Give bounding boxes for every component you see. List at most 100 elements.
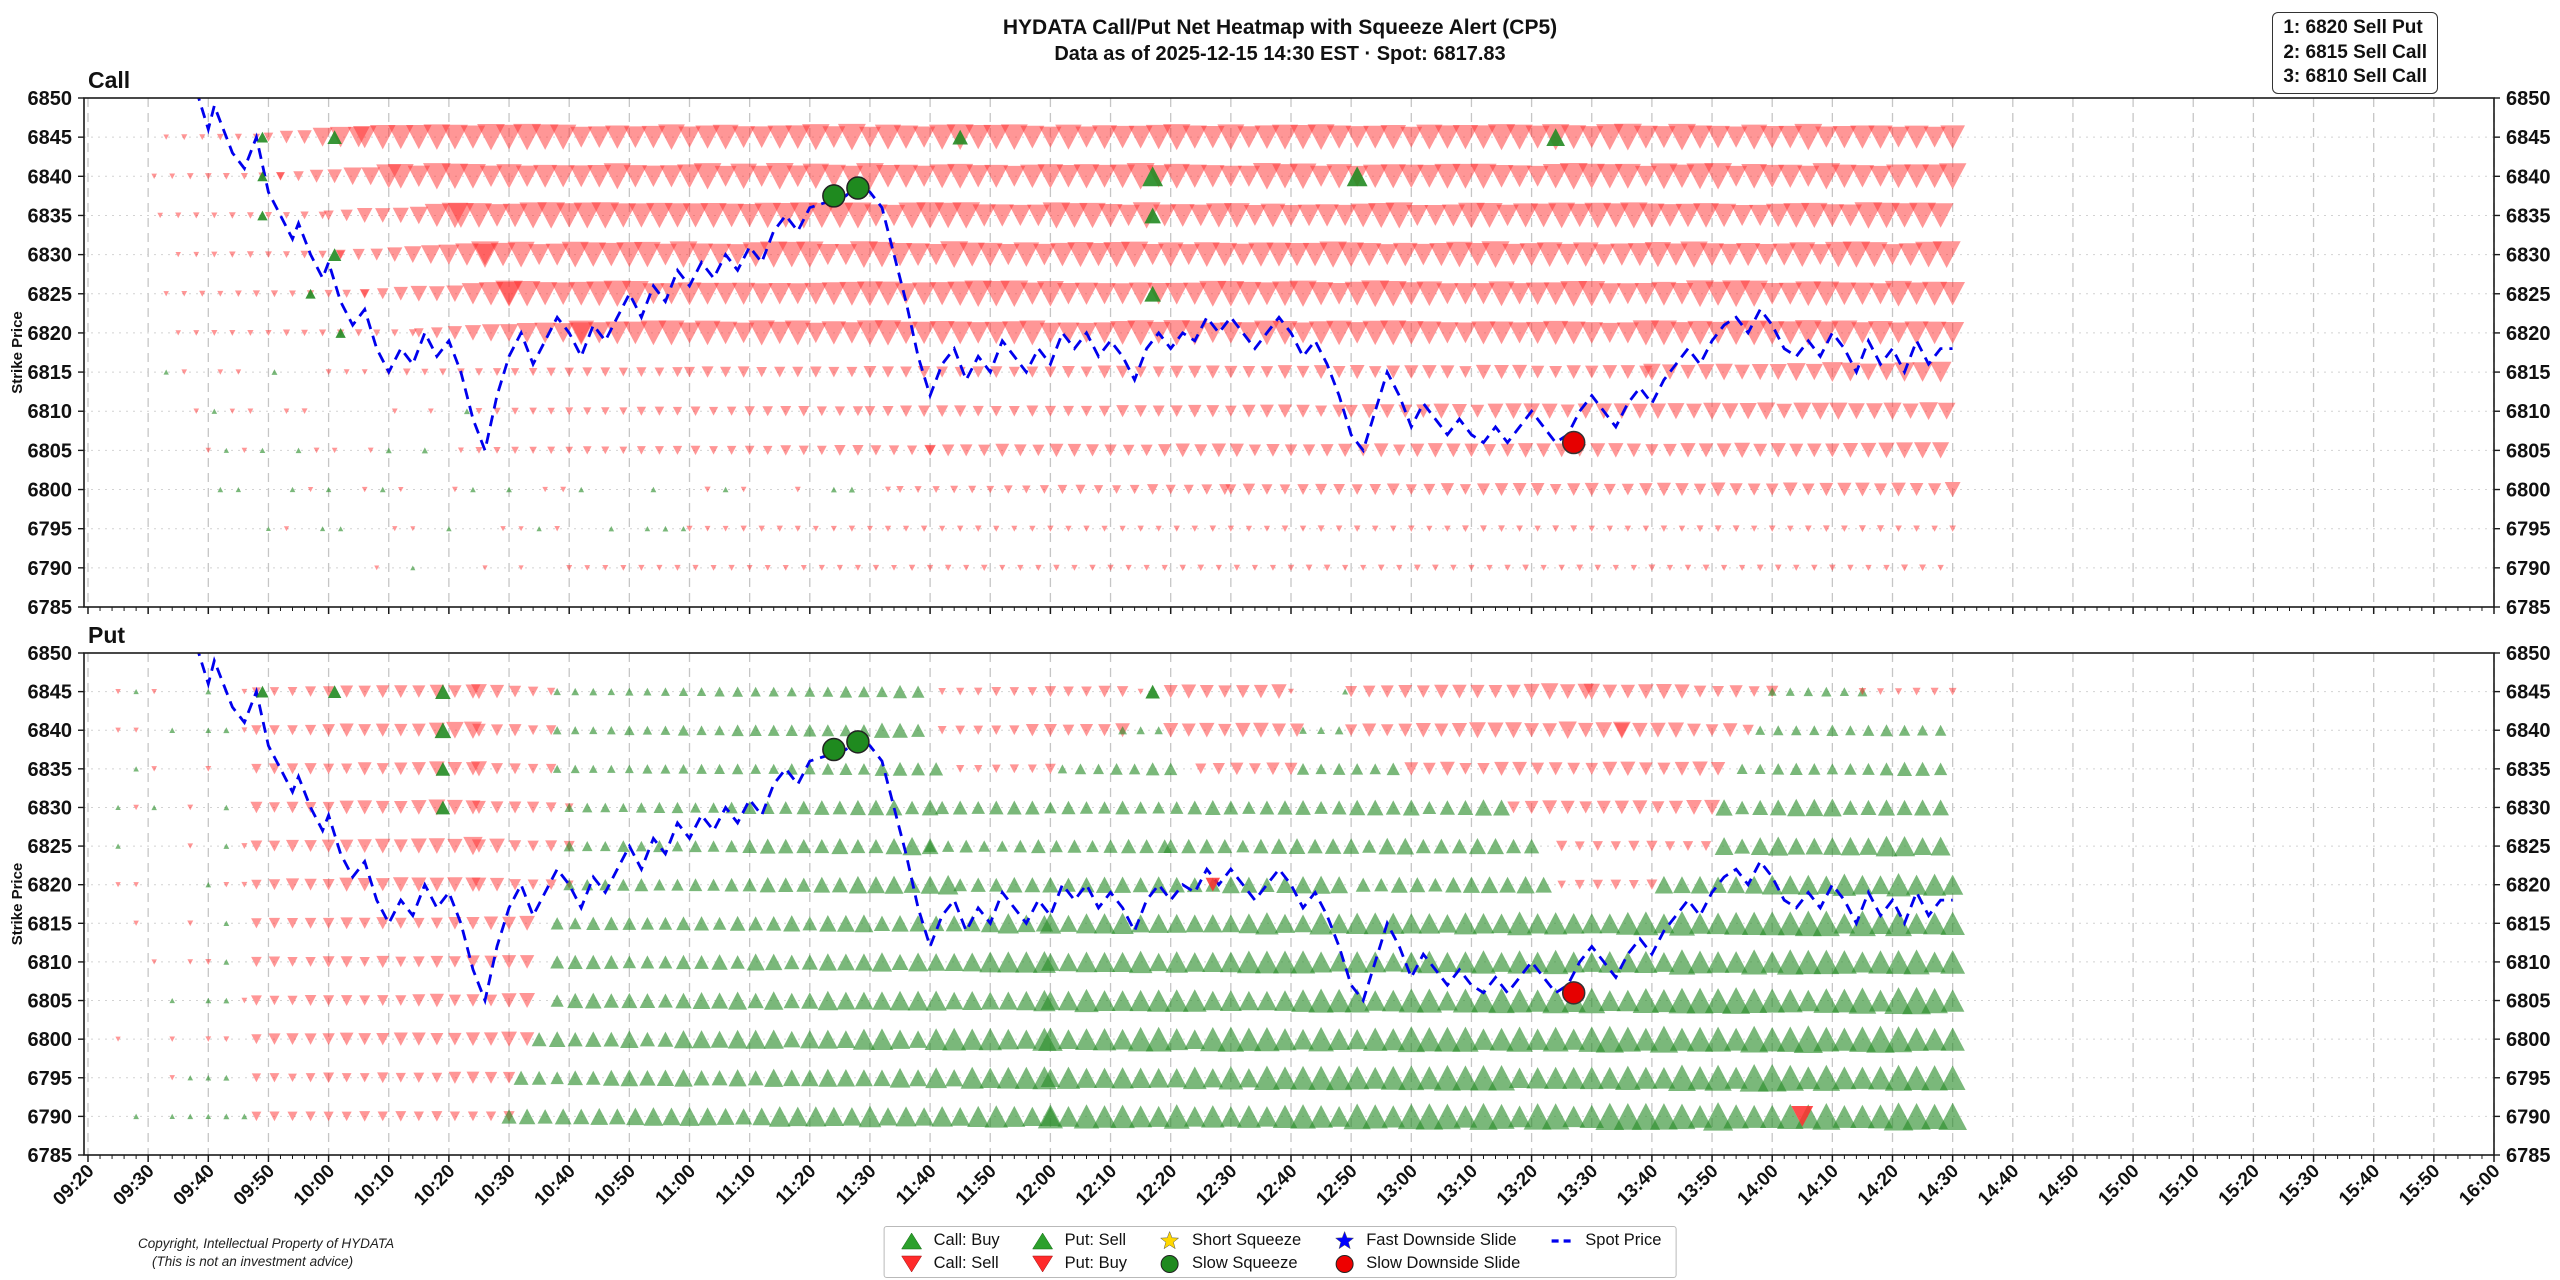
call-sell-marker — [852, 445, 864, 456]
call-sell-marker — [270, 290, 279, 298]
time-tick-label: 15:00 — [2094, 1161, 2143, 1210]
put-sell-marker — [1844, 762, 1857, 775]
call-sell-marker — [990, 405, 1002, 417]
call-sell-marker — [1251, 564, 1258, 571]
call-sell-marker — [839, 281, 865, 306]
call-sell-marker — [1842, 241, 1871, 268]
put-sell-marker — [1598, 951, 1622, 973]
call-plot-area[interactable] — [84, 98, 2494, 607]
call-sell-marker — [1549, 483, 1562, 496]
put-sell-marker — [1488, 987, 1515, 1014]
put-sell-marker — [800, 1069, 819, 1087]
tiny-flow-marker — [181, 369, 188, 375]
call-sell-marker — [834, 244, 857, 266]
call-sell-marker — [1608, 443, 1624, 458]
call-sell-marker — [1859, 363, 1878, 381]
tiny-flow-marker — [542, 486, 548, 493]
put-sell-marker — [1397, 1103, 1425, 1130]
tiny-flow-marker — [217, 369, 224, 375]
call-sell-marker — [387, 247, 403, 262]
put-plot-area[interactable] — [84, 653, 2494, 1155]
call-sell-marker — [912, 126, 936, 148]
put-sell-marker — [1831, 950, 1857, 974]
tiny-flow-marker — [241, 881, 248, 888]
call-sell-marker — [784, 320, 811, 346]
call-sell-marker — [1928, 483, 1942, 496]
put-buy-marker — [376, 1032, 390, 1046]
put-buy-marker — [483, 1032, 499, 1046]
put-sell-marker — [1809, 725, 1820, 736]
call-sell-marker — [1922, 164, 1948, 189]
put-sell-marker — [640, 916, 655, 930]
call-sell-marker — [808, 202, 836, 229]
put-sell-marker — [1343, 1103, 1371, 1130]
put-sell-marker — [911, 762, 926, 776]
call-sell-marker — [1760, 282, 1784, 305]
call-sell-marker — [1620, 365, 1636, 380]
put-sell-marker — [1542, 987, 1570, 1014]
call-sell-marker — [1937, 402, 1956, 420]
put-buy-marker — [286, 763, 299, 775]
call-sell-marker — [438, 244, 460, 265]
put-sell-marker — [1839, 687, 1850, 697]
put-buy-marker — [1506, 684, 1521, 699]
call-sell-marker — [1887, 322, 1910, 344]
strike-tick-label-right: 6815 — [2506, 362, 2551, 384]
strike-tick-label-right: 6845 — [2506, 682, 2551, 704]
call-sell-marker — [959, 444, 973, 457]
call-sell-marker — [289, 290, 296, 298]
put-sell-marker — [924, 1028, 948, 1051]
call-sell-marker — [370, 248, 383, 261]
call-sell-marker — [1867, 320, 1894, 345]
call-sell-marker — [1526, 165, 1549, 187]
call-sell-marker — [972, 405, 984, 417]
call-sell-marker — [1685, 280, 1715, 308]
put-sell-marker — [952, 800, 968, 815]
call-sell-marker — [690, 406, 701, 416]
call-sell-marker — [616, 242, 643, 268]
call-sell-marker — [689, 243, 714, 266]
put-sell-marker — [1417, 1066, 1442, 1090]
put-buy-marker — [287, 1111, 298, 1122]
time-tick-label: 10:00 — [290, 1161, 339, 1210]
call-sell-marker — [1949, 525, 1956, 532]
call-sell-marker — [1486, 564, 1493, 571]
put-sell-marker — [1182, 989, 1207, 1012]
put-sell-marker — [1073, 1104, 1100, 1129]
call-sell-marker — [240, 172, 248, 180]
put-sell-marker — [725, 839, 739, 853]
call-sell-marker — [1543, 320, 1569, 345]
call-sell-marker — [944, 564, 952, 571]
call-buy-marker — [1142, 166, 1164, 187]
put-sell-marker — [1940, 950, 1966, 974]
put-sell-marker — [858, 1105, 882, 1128]
put-buy-marker — [1181, 684, 1197, 699]
legend-item-slow-squeeze: Slow Squeeze — [1157, 1254, 1301, 1274]
tiny-flow-marker — [205, 766, 212, 772]
call-sell-marker — [785, 125, 811, 149]
tiny-flow-marker — [398, 486, 404, 493]
put-sell-marker — [671, 840, 684, 852]
put-buy-marker — [1705, 724, 1719, 737]
call-sell-marker — [1098, 204, 1123, 227]
put-buy-marker — [1592, 879, 1603, 890]
call-sell-marker — [1110, 164, 1136, 189]
tiny-flow-marker — [421, 447, 428, 454]
call-sell-marker — [1209, 525, 1217, 532]
call-sell-marker — [392, 207, 409, 224]
put-buy-marker — [1579, 801, 1593, 814]
put-sell-marker — [1740, 949, 1768, 975]
put-buy-marker — [938, 688, 946, 696]
put-buy-marker — [410, 838, 427, 854]
call-sell-marker — [726, 445, 737, 455]
call-sell-marker — [565, 446, 574, 455]
call-sell-marker — [1639, 483, 1653, 496]
call-sell-marker — [965, 125, 992, 150]
call-sell-marker — [1350, 203, 1376, 228]
call-sell-marker — [282, 329, 291, 337]
tiny-flow-marker — [205, 1036, 212, 1042]
call-sell-marker — [493, 446, 501, 454]
put-sell-marker — [1309, 1104, 1334, 1128]
put-sell-marker — [1334, 726, 1344, 735]
